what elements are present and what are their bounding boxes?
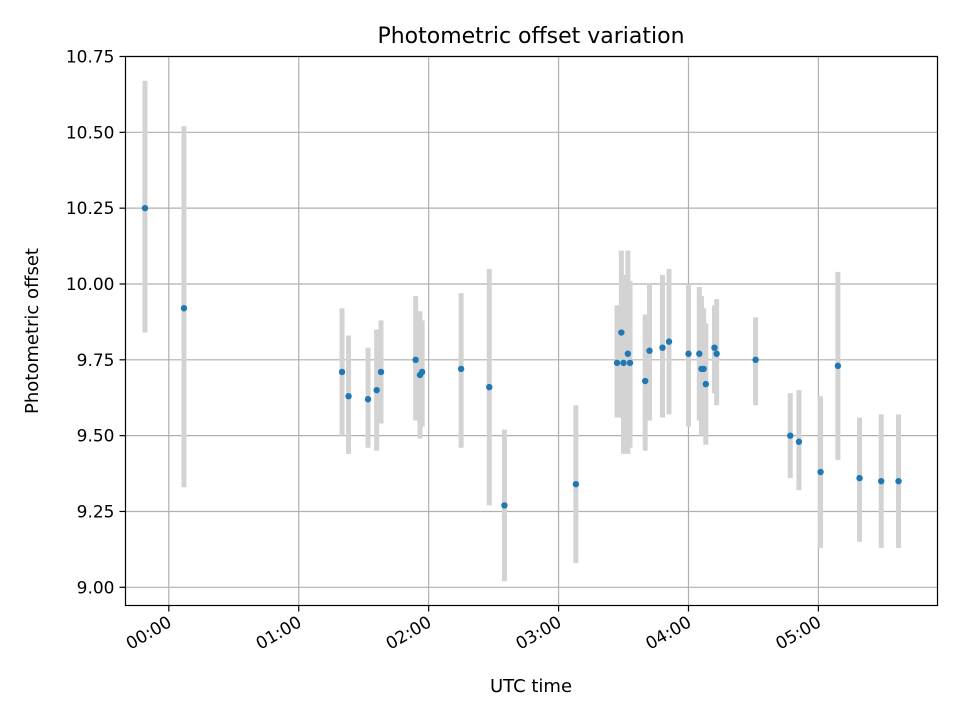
data-point bbox=[752, 356, 759, 364]
data-point bbox=[412, 356, 419, 364]
data-point bbox=[613, 359, 621, 367]
data-point bbox=[572, 480, 580, 488]
y-tick-label: 9.25 bbox=[77, 502, 115, 522]
data-point bbox=[696, 350, 703, 357]
y-tick-labels: 9.00 9.25 9.50 9.75 10.00 10.25 10.50 10.75 bbox=[66, 48, 115, 599]
data-point bbox=[377, 368, 385, 376]
y-tick-label: 10.75 bbox=[66, 48, 115, 68]
data-point bbox=[895, 477, 902, 485]
y-tick-label: 9.50 bbox=[77, 427, 115, 447]
data-point bbox=[418, 368, 426, 376]
y-tick-label: 9.75 bbox=[77, 351, 115, 371]
data-point bbox=[713, 350, 720, 357]
chart-title: Photometric offset variation bbox=[377, 24, 684, 49]
y-tick-label: 9.00 bbox=[77, 578, 115, 598]
data-point bbox=[702, 380, 710, 388]
data-point bbox=[787, 432, 794, 439]
data-point bbox=[659, 344, 666, 351]
data-point bbox=[834, 362, 842, 370]
data-point bbox=[700, 365, 707, 373]
data-point bbox=[878, 477, 885, 485]
data-point bbox=[641, 377, 649, 385]
data-point bbox=[364, 396, 372, 403]
data-point bbox=[457, 365, 465, 373]
data-point bbox=[626, 359, 634, 367]
y-tick-label: 10.00 bbox=[66, 275, 115, 295]
data-point bbox=[665, 338, 673, 345]
data-point bbox=[338, 368, 346, 376]
data-point bbox=[486, 383, 493, 391]
y-tick-label: 10.50 bbox=[66, 123, 115, 143]
data-point bbox=[795, 438, 803, 445]
data-point bbox=[620, 359, 627, 367]
data-point bbox=[646, 347, 653, 354]
data-point bbox=[141, 204, 149, 212]
x-axis-label: UTC time bbox=[490, 676, 572, 697]
data-point bbox=[180, 305, 188, 312]
data-point bbox=[711, 344, 718, 351]
axis-ticks bbox=[119, 55, 820, 612]
data-point bbox=[373, 386, 380, 394]
data-point bbox=[618, 329, 625, 336]
data-point bbox=[501, 502, 508, 509]
data-point bbox=[345, 393, 352, 400]
y-tick-label: 10.25 bbox=[66, 199, 115, 219]
data-point bbox=[685, 350, 692, 357]
plot-frame bbox=[124, 55, 939, 607]
data-points bbox=[141, 204, 902, 509]
data-point bbox=[817, 468, 824, 476]
data-point bbox=[856, 474, 863, 482]
y-axis-label: Photometric offset bbox=[22, 248, 43, 414]
data-point bbox=[624, 350, 632, 357]
